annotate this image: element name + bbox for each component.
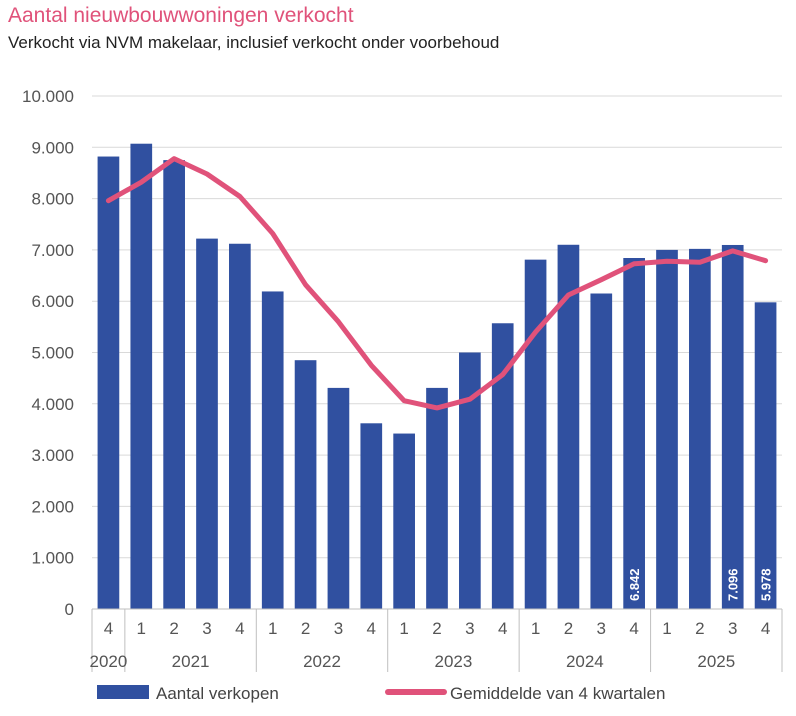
bar — [656, 249, 678, 609]
x-tick-label: 4 — [498, 619, 507, 638]
x-tick-label: 1 — [268, 619, 277, 638]
x-tick-label: 3 — [334, 619, 343, 638]
bar — [196, 238, 218, 609]
x-tick-label: 3 — [597, 619, 606, 638]
bar — [229, 243, 251, 609]
bar — [590, 293, 613, 609]
x-tick-label: 4 — [235, 619, 244, 638]
bar-series — [97, 143, 777, 610]
legend-label-bars: Aantal verkopen — [156, 684, 279, 703]
line-series — [105, 156, 769, 411]
data-labels: 6.842 7.096 5.978 — [627, 568, 773, 601]
series-line — [105, 156, 769, 411]
y-tick-label: 8.000 — [31, 190, 74, 209]
x-tick-label: 4 — [367, 619, 376, 638]
data-label: 7.096 — [726, 568, 741, 601]
x-year-label: 2024 — [566, 652, 604, 671]
y-tick-label: 0 — [65, 600, 74, 619]
bar — [130, 143, 153, 610]
bar — [294, 360, 317, 609]
legend: Aantal verkopen Gemiddelde van 4 kwartal… — [97, 684, 665, 703]
bar — [524, 259, 547, 609]
bar — [393, 433, 415, 609]
x-year-label: 2022 — [303, 652, 341, 671]
x-tick-label: 1 — [662, 619, 671, 638]
y-tick-label: 6.000 — [31, 292, 74, 311]
x-tick-label: 4 — [629, 619, 638, 638]
bar — [689, 248, 711, 609]
y-tick-label: 10.000 — [22, 87, 74, 106]
bar — [97, 156, 120, 609]
x-tick-label: 3 — [728, 619, 737, 638]
x-axis: 4 1 2 3 4 1 2 3 4 1 2 3 4 1 2 3 4 1 2 3 4 2020 2021 2022 2023 202… — [90, 608, 783, 672]
y-axis: 0 1.000 2.000 3.000 4.000 5.000 6.000 7.000 8.00… — [22, 87, 74, 619]
bar — [459, 352, 481, 609]
chart-subtitle: Verkocht via NVM makelaar, inclusief ver… — [8, 33, 500, 52]
y-tick-label: 3.000 — [31, 446, 74, 465]
chart-title: Aantal nieuwbouwwoningen verkocht — [8, 4, 354, 27]
x-tick-label: 4 — [761, 619, 770, 638]
bar — [360, 423, 383, 609]
bar — [557, 244, 580, 609]
x-tick-label: 3 — [202, 619, 211, 638]
x-tick-label: 2 — [301, 619, 310, 638]
bar — [754, 302, 777, 609]
y-tick-label: 7.000 — [31, 241, 74, 260]
x-tick-label: 2 — [695, 619, 704, 638]
x-tick-label: 1 — [531, 619, 540, 638]
y-tick-label: 4.000 — [31, 395, 74, 414]
y-tick-label: 1.000 — [31, 549, 74, 568]
data-label: 6.842 — [627, 568, 642, 601]
x-year-label: 2023 — [435, 652, 473, 671]
x-tick-label: 3 — [465, 619, 474, 638]
data-label: 5.978 — [759, 568, 774, 601]
y-tick-label: 2.000 — [31, 497, 74, 516]
bar — [623, 258, 645, 609]
bar — [721, 244, 744, 609]
y-tick-label: 9.000 — [31, 138, 74, 157]
x-year-label: 2021 — [172, 652, 210, 671]
x-tick-label: 2 — [432, 619, 441, 638]
x-tick-label: 1 — [399, 619, 408, 638]
x-tick-label: 1 — [137, 619, 146, 638]
bar — [327, 387, 350, 609]
legend-swatch-bars — [97, 685, 149, 699]
bar — [163, 160, 185, 609]
bar — [426, 387, 448, 609]
x-year-label: 2020 — [90, 652, 128, 671]
y-tick-label: 5.000 — [31, 344, 74, 363]
x-tick-label: 4 — [104, 619, 113, 638]
x-tick-label: 2 — [169, 619, 178, 638]
x-tick-label: 2 — [564, 619, 573, 638]
legend-label-line: Gemiddelde van 4 kwartalen — [450, 684, 665, 703]
x-year-label: 2025 — [697, 652, 735, 671]
bar — [261, 291, 284, 609]
bar — [491, 323, 514, 609]
